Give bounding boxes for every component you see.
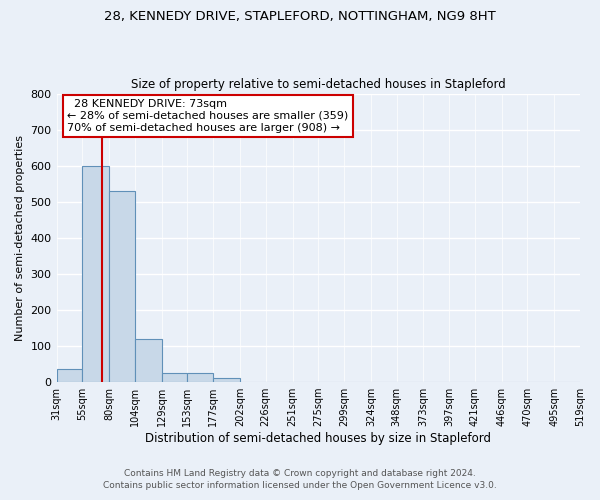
- Bar: [187, 373, 213, 382]
- Y-axis label: Number of semi-detached properties: Number of semi-detached properties: [15, 135, 25, 341]
- Bar: [109, 191, 135, 382]
- Bar: [161, 373, 187, 382]
- Bar: [56, 370, 82, 382]
- Title: Size of property relative to semi-detached houses in Stapleford: Size of property relative to semi-detach…: [131, 78, 506, 91]
- Text: 28 KENNEDY DRIVE: 73sqm  
← 28% of semi-detached houses are smaller (359)
70% of: 28 KENNEDY DRIVE: 73sqm ← 28% of semi-de…: [67, 100, 348, 132]
- X-axis label: Distribution of semi-detached houses by size in Stapleford: Distribution of semi-detached houses by …: [145, 432, 491, 445]
- Text: 28, KENNEDY DRIVE, STAPLEFORD, NOTTINGHAM, NG9 8HT: 28, KENNEDY DRIVE, STAPLEFORD, NOTTINGHA…: [104, 10, 496, 23]
- Bar: [82, 166, 109, 382]
- Text: Contains HM Land Registry data © Crown copyright and database right 2024.
Contai: Contains HM Land Registry data © Crown c…: [103, 468, 497, 490]
- Bar: [135, 339, 161, 382]
- Bar: [213, 378, 240, 382]
